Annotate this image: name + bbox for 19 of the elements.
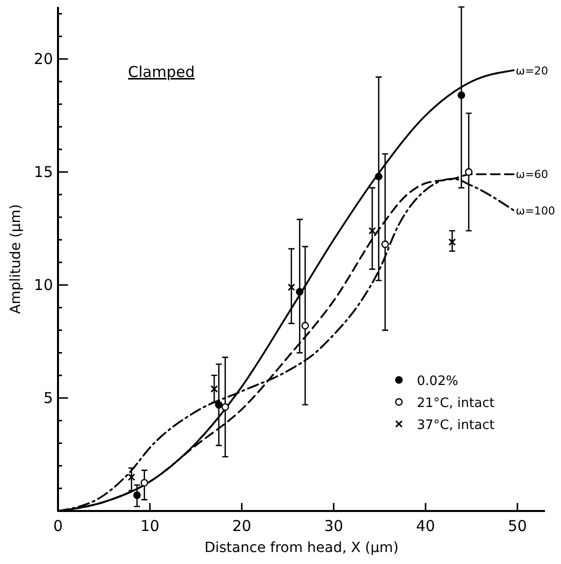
y-tick-label: 10: [34, 276, 53, 294]
y-tick-label: 5: [43, 388, 53, 407]
x-tick-label: 30: [324, 517, 344, 535]
y-tick-label: 20: [34, 50, 53, 68]
y-axis-title: Amplitude (μm): [8, 204, 24, 314]
x-tick-label: 50: [508, 517, 527, 535]
x-tick-label: 20: [232, 517, 252, 535]
x-axis-title: Distance from head, X (μm): [204, 540, 399, 556]
x-tick-label: 10: [140, 517, 160, 535]
legend-label: 37°C, intact: [416, 418, 494, 433]
series-label: ω=20: [516, 64, 548, 78]
y-tick-label: 15: [34, 162, 53, 181]
x-tick-label: 40: [416, 517, 436, 535]
legend-label: 0.02%: [416, 374, 458, 389]
legend-label: 21°C, intact: [416, 396, 494, 411]
series-label: ω=60: [516, 168, 548, 182]
series-label: ω=100: [516, 204, 556, 218]
annotation: Clamped: [128, 63, 195, 81]
x-tick-label: 0: [53, 517, 63, 535]
